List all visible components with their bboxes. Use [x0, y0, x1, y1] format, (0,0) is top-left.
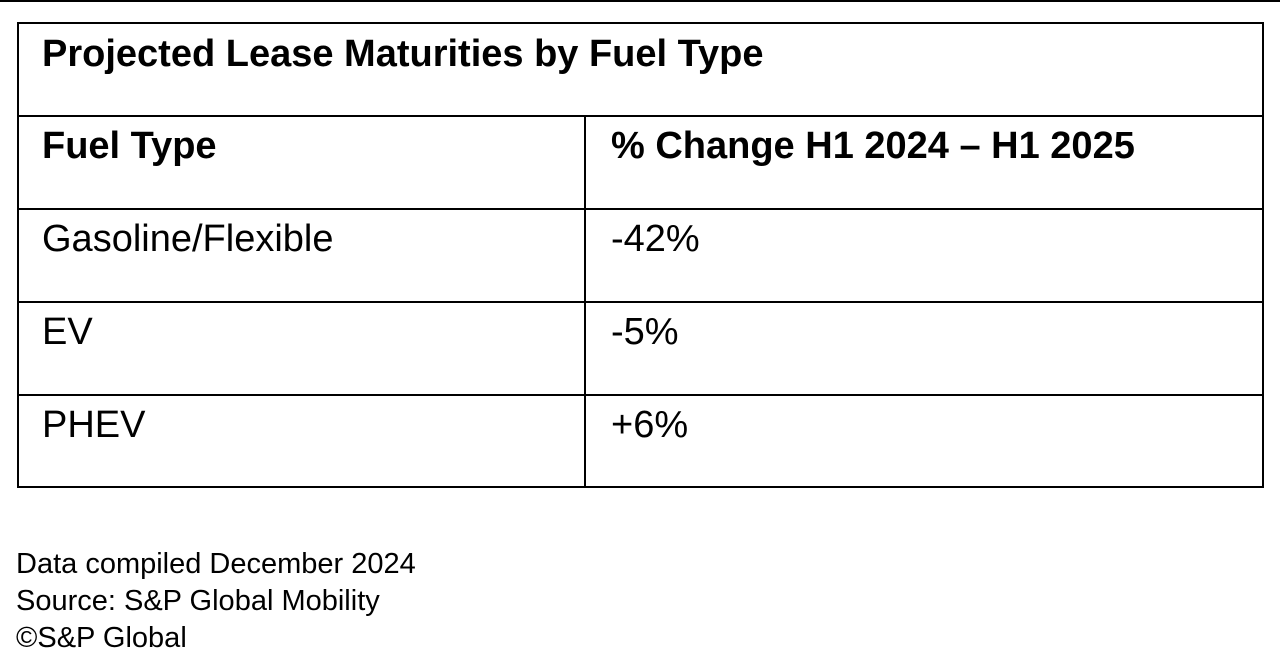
column-header-change: % Change H1 2024 – H1 2025: [611, 125, 1135, 167]
change-value: -5%: [611, 311, 679, 353]
table-cell-change: +6%: [586, 396, 1262, 487]
table-row: Gasoline/Flexible -42%: [19, 210, 1262, 303]
table-cell-change: -5%: [586, 303, 1262, 394]
table-cell-fuel-type: PHEV: [19, 396, 584, 487]
table-title-row: Projected Lease Maturities by Fuel Type: [19, 24, 1262, 117]
top-rule: [0, 0, 1280, 2]
table-cell-fuel-type: EV: [19, 303, 584, 394]
table-cell-change: -42%: [586, 210, 1262, 301]
fuel-type-label: EV: [42, 311, 93, 353]
change-value: -42%: [611, 218, 700, 260]
fuel-type-label: PHEV: [42, 404, 146, 446]
source-note: Source: S&P Global Mobility: [16, 585, 380, 617]
header-cell-fuel-type: Fuel Type: [19, 117, 584, 208]
fuel-type-label: Gasoline/Flexible: [42, 218, 334, 260]
change-value: +6%: [611, 404, 689, 446]
table-row: PHEV +6%: [19, 396, 1262, 487]
footer-notes: Data compiled December 2024 Source: S&P …: [16, 546, 416, 657]
copyright-note: ©S&P Global: [16, 622, 187, 654]
column-divider: [584, 117, 586, 486]
data-compiled-note: Data compiled December 2024: [16, 548, 416, 580]
table-row: EV -5%: [19, 303, 1262, 396]
column-header-fuel-type: Fuel Type: [42, 125, 217, 167]
table-header-row: Fuel Type % Change H1 2024 – H1 2025: [19, 117, 1262, 210]
header-cell-change: % Change H1 2024 – H1 2025: [586, 117, 1262, 208]
table-title: Projected Lease Maturities by Fuel Type: [42, 33, 764, 75]
table-cell-fuel-type: Gasoline/Flexible: [19, 210, 584, 301]
data-table: Projected Lease Maturities by Fuel Type …: [17, 22, 1264, 488]
